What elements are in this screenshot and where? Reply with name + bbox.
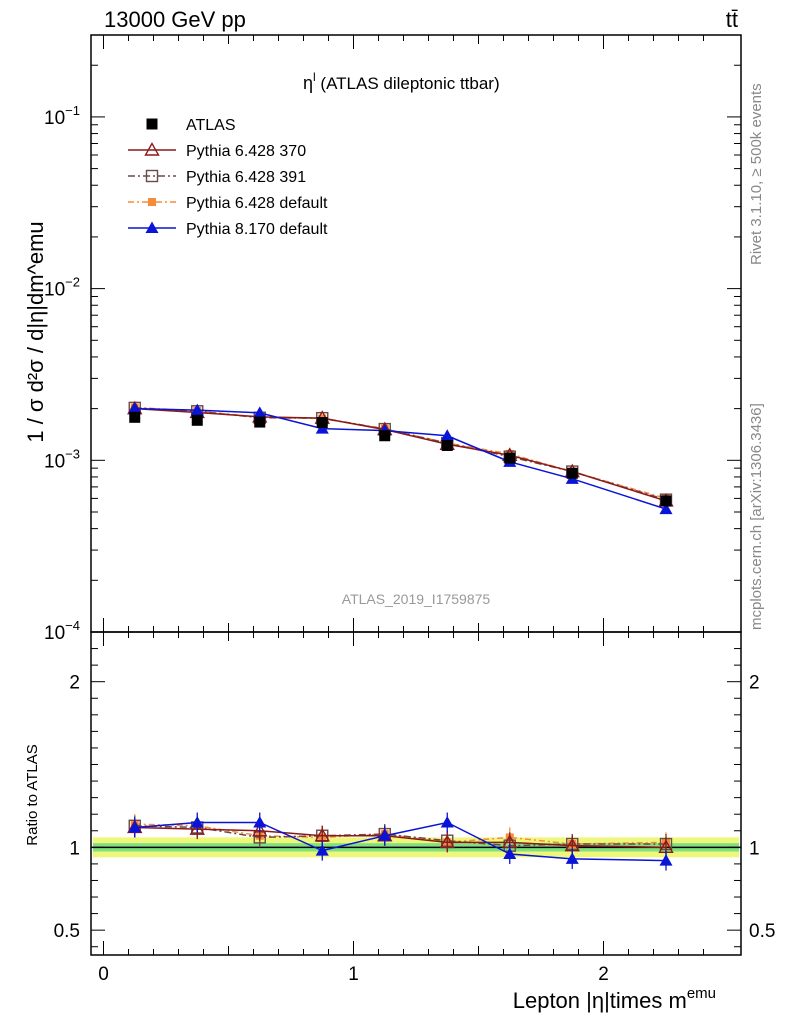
series-line-py6_391	[134, 407, 667, 501]
series-py6_default	[130, 403, 670, 503]
mcplots-label: mcplots.cern.ch [arXiv:1306.3436]	[748, 403, 765, 630]
main-title-symbol: η	[303, 73, 313, 93]
series-line-py6_370	[134, 407, 667, 502]
ratio-series-py8_default	[128, 812, 673, 871]
x-tick-label: 1	[348, 964, 359, 985]
data-point-py8_default	[190, 403, 204, 416]
ratio-point-py6_370	[439, 834, 455, 849]
ratio-point-py8_default	[503, 847, 517, 859]
x-tick-label: 2	[598, 964, 609, 985]
series-py8_default	[128, 402, 673, 515]
legend-marker-py6_370	[144, 142, 160, 156]
data-point-py8_default	[440, 429, 454, 441]
data-point-atlas	[660, 495, 672, 507]
data-point-atlas	[441, 439, 453, 451]
ratio-y-tick-label-right: 2	[749, 673, 760, 694]
main-y-tick-labels: 10−410−310−210−1	[44, 103, 80, 644]
main-y-axis-label: 1 / σ d²σ / d|η|dm^emu	[23, 221, 48, 442]
main-y-tick-label: 10−4	[44, 618, 80, 644]
data-point-py8_default	[128, 402, 142, 414]
main-title-rest: (ATLAS dileptonic ttbar)	[316, 74, 500, 93]
main-title: ηl (ATLAS dileptonic ttbar)	[303, 70, 500, 93]
main-y-tick-label: 10−2	[44, 275, 80, 301]
ratio-y-tick-labels: 0.5 0.5 1 1 2 2	[54, 673, 776, 942]
data-point-atlas	[566, 467, 578, 479]
series-py6_391	[128, 401, 673, 506]
x-axis-label-text: Lepton |η|times m	[513, 988, 687, 1013]
ratio-y-tick-label: 2	[69, 673, 80, 694]
ratio-point-py8_default	[190, 815, 204, 828]
series-line-py6_default	[134, 406, 667, 500]
main-series-group	[127, 400, 674, 515]
main-y-tick-label-base: 10	[44, 623, 65, 644]
main-y-tick-label-base: 10	[44, 280, 65, 301]
series-py6_370	[127, 400, 674, 507]
data-point-atlas	[379, 430, 391, 442]
legend-label-py6_391: Pythia 6.428 391	[186, 169, 306, 186]
main-title-superscript: l	[313, 70, 316, 84]
x-axis-label-superscript: emu	[687, 985, 716, 1002]
ratio-point-py6_370	[252, 822, 268, 837]
main-y-tick-label-exponent: −1	[65, 103, 80, 118]
data-point-atlas	[191, 414, 203, 426]
ratio-y-tick-label-right: 1	[749, 838, 760, 859]
legend: ATLAS Pythia 6.428 370 Pythia 6.428 391 Pyt…	[128, 117, 328, 238]
legend-label-py6_default: Pythia 6.428 default	[186, 195, 328, 212]
series-line-py8_default	[134, 407, 667, 510]
main-y-tick-label-base: 10	[44, 451, 65, 472]
legend-label-py6_370: Pythia 6.428 370	[186, 143, 306, 160]
ratio-point-py8_default	[659, 854, 673, 866]
legend-marker-py6_391	[145, 169, 159, 183]
ratio-y-tick-label-right: 0.5	[749, 921, 775, 942]
legend-entry-atlas: ATLAS	[146, 117, 236, 134]
data-point-atlas	[254, 416, 266, 428]
ratio-x-tick-labels: 0 1 2	[98, 964, 609, 985]
rivet-label: Rivet 3.1.10, ≥ 500k events	[748, 83, 765, 265]
data-point-atlas	[316, 417, 328, 429]
ratio-point-py8_default	[253, 815, 267, 828]
ratio-y-tick-label: 1	[69, 838, 80, 859]
legend-marker-atlas	[146, 118, 158, 130]
ratio-y-tick-label: 0.5	[54, 921, 80, 942]
legend-marker-py6_default	[148, 198, 156, 206]
data-point-py8_default	[253, 406, 267, 418]
main-axis-ticks	[91, 35, 741, 633]
main-y-tick-label-exponent: −2	[65, 275, 80, 290]
ratio-series-group	[127, 812, 674, 871]
legend-entry-py6_391: Pythia 6.428 391	[128, 169, 306, 186]
x-axis-label: Lepton |η|times memu	[513, 985, 716, 1013]
main-y-tick-label: 10−3	[44, 446, 80, 472]
legend-entry-py6_370: Pythia 6.428 370	[128, 142, 306, 160]
ratio-point-py8_default	[128, 820, 142, 833]
ratio-point-py8_default	[440, 815, 454, 828]
main-y-tick-label: 10−1	[44, 103, 80, 129]
data-point-atlas	[129, 411, 141, 423]
x-tick-label: 0	[98, 964, 109, 985]
ratio-point-py6_370	[189, 821, 205, 835]
legend-entry-py8_default: Pythia 8.170 default	[128, 221, 328, 238]
ratio-point-py8_default	[565, 852, 579, 864]
data-point-atlas	[504, 452, 516, 464]
main-y-tick-label-base: 10	[44, 108, 65, 129]
ratio-plot-frame	[90, 631, 742, 956]
analysis-watermark: ATLAS_2019_I1759875	[342, 591, 491, 607]
legend-entry-py6_default: Pythia 6.428 default	[128, 195, 328, 212]
header-final-state: tt̄	[726, 7, 738, 32]
ratio-y-axis-label: Ratio to ATLAS	[24, 744, 41, 845]
main-y-tick-label-exponent: −3	[65, 446, 80, 461]
data-point-py8_default	[659, 502, 673, 515]
header-process: 13000 GeV pp	[104, 7, 246, 32]
ratio-axis-ticks	[91, 632, 741, 955]
legend-marker-py8_default	[145, 221, 159, 233]
legend-label-atlas: ATLAS	[186, 117, 236, 134]
main-y-tick-label-exponent: −4	[65, 618, 80, 633]
ratio-point-py8_default	[315, 844, 329, 856]
ratio-point-py8_default	[378, 829, 392, 841]
legend-label-py8_default: Pythia 8.170 default	[186, 221, 328, 238]
series-atlas	[129, 411, 672, 507]
